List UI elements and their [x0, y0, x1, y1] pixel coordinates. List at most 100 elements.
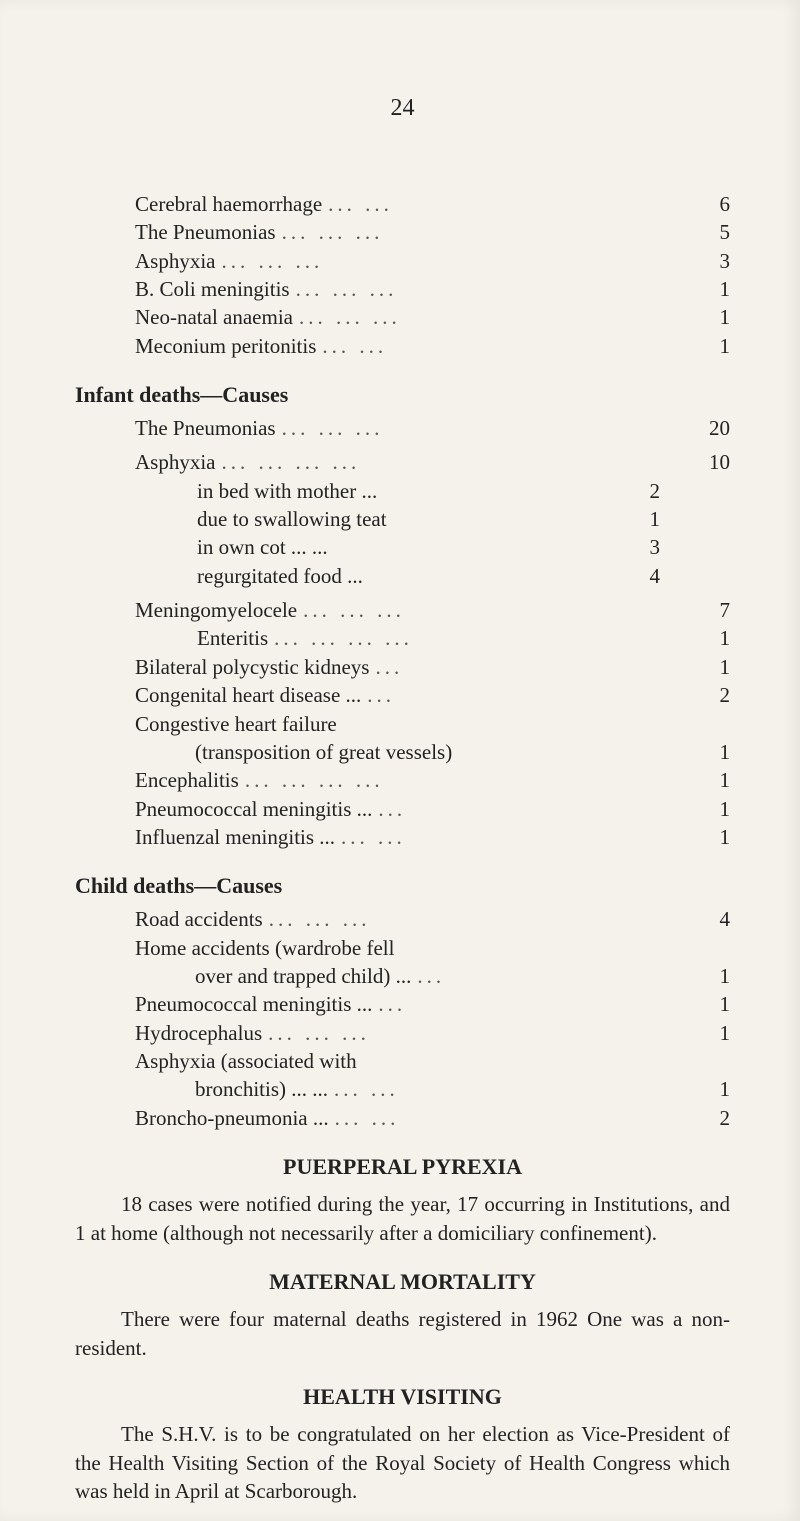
top-list-section: Cerebral haemorrhage ... ... 6 The Pneum… — [75, 190, 730, 360]
leader-dots: ... ... ... ... — [239, 766, 684, 794]
item-label: B. Coli meningitis — [135, 275, 290, 303]
leader-dots: ... ... ... — [297, 596, 684, 624]
item-value — [684, 533, 730, 561]
item-value: 1 — [684, 738, 730, 766]
list-subitem: regurgitated food ... 4 — [75, 562, 730, 590]
list-subitem: Enteritis ... ... ... ... 1 — [75, 624, 730, 652]
item-label: Broncho-pneumonia ... — [135, 1104, 329, 1132]
item-value: 20 — [684, 414, 730, 442]
item-value — [684, 477, 730, 505]
list-item: Asphyxia ... ... ... 3 — [75, 247, 730, 275]
leader-dots: ... ... ... — [216, 247, 685, 275]
item-value: 1 — [684, 332, 730, 360]
list-item: Influenzal meningitis ... ... ... 1 — [75, 823, 730, 851]
leader-dots — [363, 562, 614, 590]
item-subvalue: 2 — [614, 477, 684, 505]
list-item: Home accidents (wardrobe fell — [75, 934, 730, 962]
item-label: (transposition of great vessels) — [195, 738, 452, 766]
subheading-pyrexia: PUERPERAL PYREXIA — [75, 1154, 730, 1180]
infant-deaths-section: Infant deaths—Causes The Pneumonias ... … — [75, 382, 730, 851]
item-label: Meningomyelocele — [135, 596, 297, 624]
leader-dots: ... ... ... — [290, 275, 684, 303]
item-value: 1 — [684, 624, 730, 652]
leader-dots: ... ... — [335, 823, 684, 851]
item-value: 10 — [684, 448, 730, 476]
leader-dots — [377, 477, 614, 505]
list-item: Pneumococcal meningitis ... ... 1 — [75, 990, 730, 1018]
leader-dots — [337, 710, 684, 738]
leader-dots: ... ... ... — [276, 414, 684, 442]
section-heading: Child deaths—Causes — [75, 873, 730, 899]
item-value: 1 — [684, 303, 730, 331]
list-item: Congenital heart disease ... ... 2 — [75, 681, 730, 709]
item-label: Bilateral polycystic kidneys — [135, 653, 369, 681]
item-value: 5 — [684, 218, 730, 246]
item-value: 2 — [684, 681, 730, 709]
list-item: Neo-natal anaemia ... ... ... 1 — [75, 303, 730, 331]
item-label: Cerebral haemorrhage — [135, 190, 322, 218]
leader-dots: ... ... ... ... — [216, 448, 685, 476]
item-label: The Pneumonias — [135, 414, 276, 442]
paragraph-pyrexia: 18 cases were notified during the year, … — [75, 1190, 730, 1247]
list-item: Congestive heart failure — [75, 710, 730, 738]
list-subitem: (transposition of great vessels) 1 — [75, 738, 730, 766]
item-label: Pneumococcal meningitis ... — [135, 990, 372, 1018]
list-item: Broncho-pneumonia ... ... ... 2 — [75, 1104, 730, 1132]
item-label: Influenzal meningitis ... — [135, 823, 335, 851]
item-value: 3 — [684, 247, 730, 275]
leader-dots — [328, 533, 614, 561]
list-item: Meningomyelocele ... ... ... 7 — [75, 596, 730, 624]
item-value: 4 — [684, 905, 730, 933]
item-label: Meconium peritonitis — [135, 332, 316, 360]
leader-dots: ... ... ... — [262, 1019, 684, 1047]
item-label: Hydrocephalus — [135, 1019, 262, 1047]
item-label: Neo-natal anaemia — [135, 303, 293, 331]
item-label: Asphyxia — [135, 247, 216, 275]
leader-dots: ... — [372, 990, 684, 1018]
list-item: The Pneumonias ... ... ... 5 — [75, 218, 730, 246]
item-label: bronchitis) ... ... — [195, 1075, 328, 1103]
item-label: due to swallowing teat — [197, 505, 387, 533]
item-label: in own cot ... ... — [197, 533, 328, 561]
leader-dots: ... — [411, 962, 684, 990]
item-value — [684, 710, 730, 738]
page-number: 24 — [75, 95, 730, 122]
leader-dots: ... — [361, 681, 684, 709]
item-value: 7 — [684, 596, 730, 624]
item-value — [684, 562, 730, 590]
leader-dots — [452, 738, 684, 766]
item-value: 6 — [684, 190, 730, 218]
list-item: Asphyxia (associated with — [75, 1047, 730, 1075]
list-subitem: over and trapped child) ... ... 1 — [75, 962, 730, 990]
item-label: Asphyxia — [135, 448, 216, 476]
item-value: 1 — [684, 1019, 730, 1047]
list-item: Road accidents ... ... ... 4 — [75, 905, 730, 933]
leader-dots: ... ... — [322, 190, 684, 218]
list-item: Cerebral haemorrhage ... ... 6 — [75, 190, 730, 218]
item-label: Home accidents (wardrobe fell — [135, 934, 394, 962]
list-item: Hydrocephalus ... ... ... 1 — [75, 1019, 730, 1047]
item-value: 1 — [684, 795, 730, 823]
item-value: 1 — [684, 962, 730, 990]
leader-dots: ... ... — [328, 1075, 684, 1103]
leader-dots — [387, 505, 614, 533]
item-value: 2 — [684, 1104, 730, 1132]
list-item: Meconium peritonitis ... ... 1 — [75, 332, 730, 360]
item-value — [684, 505, 730, 533]
item-label: Encephalitis — [135, 766, 239, 794]
document-page: 24 Cerebral haemorrhage ... ... 6 The Pn… — [0, 0, 800, 1521]
item-label: The Pneumonias — [135, 218, 276, 246]
item-label: Pneumococcal meningitis ... — [135, 795, 372, 823]
list-item: Pneumococcal meningitis ... ... 1 — [75, 795, 730, 823]
list-subitem: bronchitis) ... ... ... ... 1 — [75, 1075, 730, 1103]
item-label: Road accidents — [135, 905, 263, 933]
list-item: Bilateral polycystic kidneys ... 1 — [75, 653, 730, 681]
item-label: Asphyxia (associated with — [135, 1047, 357, 1075]
item-subvalue: 4 — [614, 562, 684, 590]
child-deaths-section: Child deaths—Causes Road accidents ... .… — [75, 873, 730, 1132]
paragraph-visiting: The S.H.V. is to be congratulated on her… — [75, 1420, 730, 1506]
subheading-maternal: MATERNAL MORTALITY — [75, 1269, 730, 1295]
list-subitem: in own cot ... ... 3 — [75, 533, 730, 561]
item-value: 1 — [684, 275, 730, 303]
item-subvalue: 3 — [614, 533, 684, 561]
